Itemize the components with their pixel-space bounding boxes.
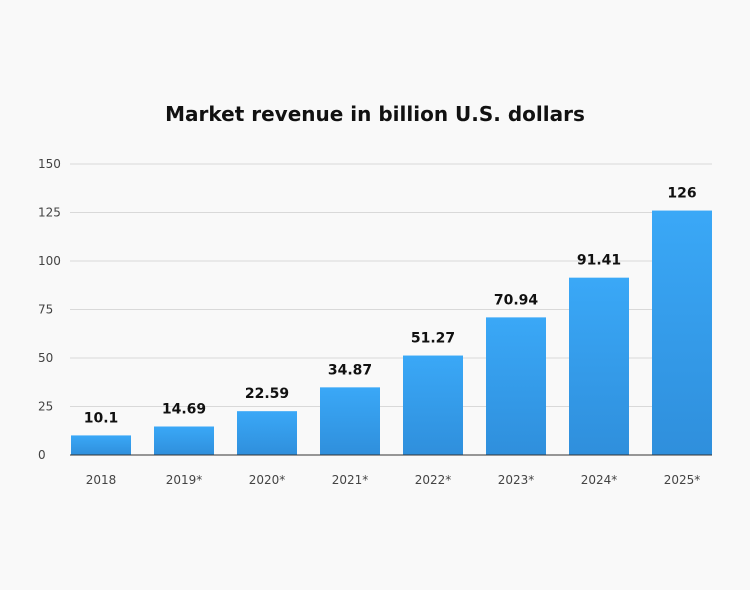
data-label: 126 [667, 186, 696, 202]
bar-2023-projected [486, 317, 546, 455]
y-tick-label: 125 [38, 206, 61, 220]
data-label: 10.1 [84, 410, 119, 426]
data-labels: 10.1 14.69 22.59 34.87 51.27 70.94 91.41 126 [84, 186, 697, 427]
y-axis-ticks: 0 25 50 75 100 125 150 [38, 157, 61, 462]
y-tick-label: 25 [38, 400, 53, 414]
bar-2020-projected [237, 411, 297, 455]
x-tick-label: 2025* [664, 473, 701, 487]
x-tick-label: 2019* [166, 473, 203, 487]
bars [71, 210, 712, 455]
data-label: 22.59 [245, 386, 289, 402]
data-label: 70.94 [494, 292, 539, 308]
bar-2025-projected [652, 210, 712, 455]
x-tick-label: 2020* [249, 473, 286, 487]
y-tick-label: 100 [38, 254, 61, 268]
data-label: 34.87 [328, 362, 372, 378]
y-tick-label: 0 [38, 448, 46, 462]
x-tick-label: 2021* [332, 473, 369, 487]
data-label: 91.41 [577, 253, 621, 269]
data-label: 14.69 [162, 402, 206, 418]
bar-2021-projected [320, 387, 380, 455]
x-tick-label: 2018 [86, 473, 117, 487]
bar-2019-projected [154, 426, 214, 455]
bar-2022-projected [403, 355, 463, 455]
data-label: 51.27 [411, 331, 455, 347]
y-tick-label: 75 [38, 303, 53, 317]
chart-title: Market revenue in billion U.S. dollars [165, 102, 585, 126]
x-tick-label: 2023* [498, 473, 535, 487]
gridlines [70, 163, 712, 407]
x-axis-ticks: 2018 2019* 2020* 2021* 2022* 2023* 2024* 2025* [86, 473, 701, 487]
bar-2024-projected [569, 277, 629, 455]
x-tick-label: 2024* [581, 473, 618, 487]
x-tick-label: 2022* [415, 473, 452, 487]
bar-2018 [71, 435, 131, 455]
y-tick-label: 50 [38, 351, 53, 365]
y-tick-label: 150 [38, 157, 61, 171]
